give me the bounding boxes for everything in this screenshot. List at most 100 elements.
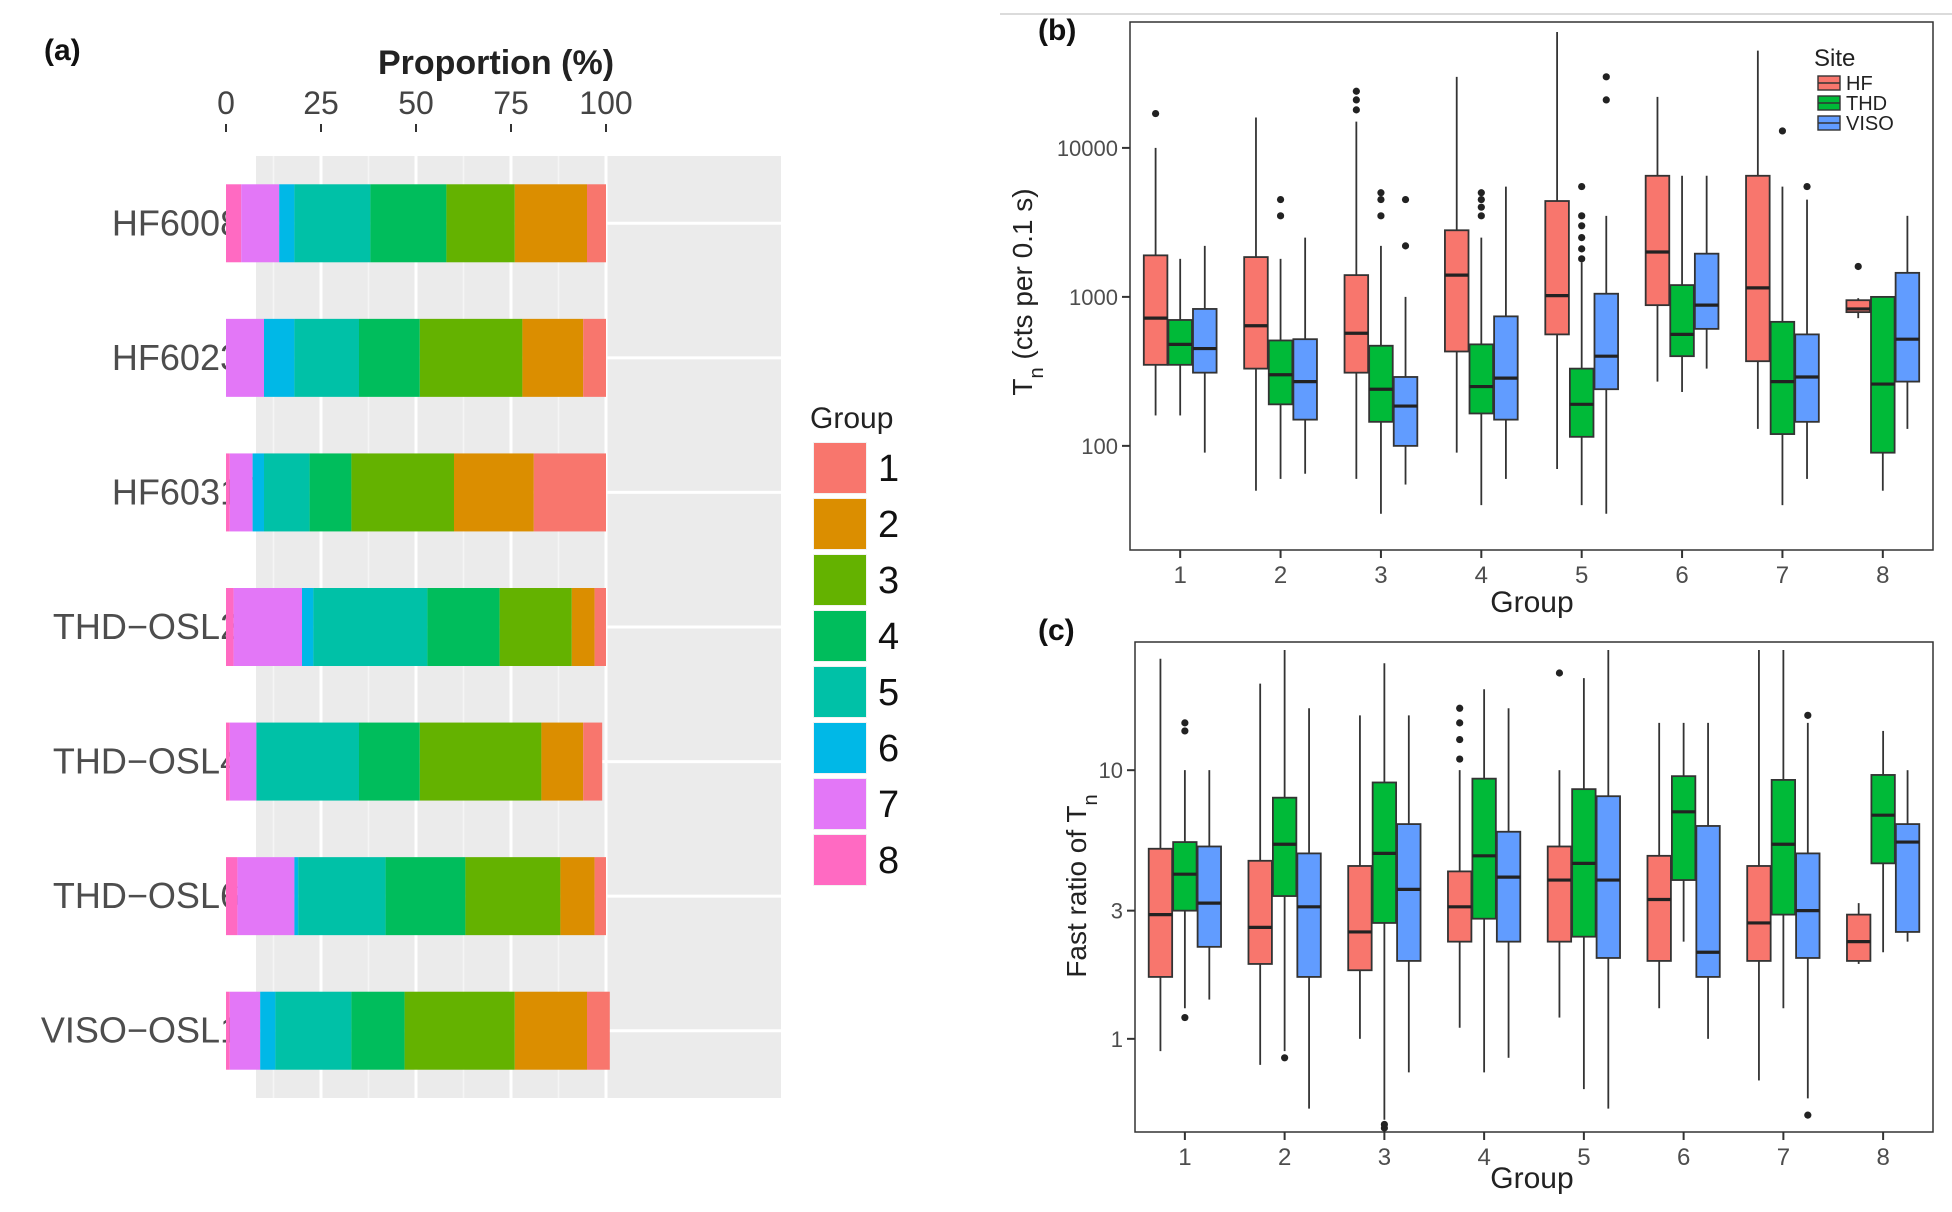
panel-a-legend-label: 5 (878, 672, 899, 714)
box-outlier-point (1456, 755, 1464, 763)
panel-b-box-hf-group-6 (1644, 96, 1671, 382)
panel-a-bar-segment-group-6 (260, 991, 276, 1070)
box-body (1769, 320, 1796, 435)
panel-a-bar-segment-group-3 (419, 722, 542, 801)
box-body (1147, 847, 1174, 978)
panel-c-x-tick-label: 3 (1378, 1144, 1391, 1171)
box-body (1243, 256, 1269, 370)
panel-c-box-viso-group-1 (1196, 770, 1222, 1000)
panel-c-box-hf-group-8 (1846, 903, 1872, 964)
panel-b-box-viso-group-4 (1493, 186, 1519, 479)
panel-c-box-thd-group-1 (1172, 719, 1198, 1022)
panel-b-x-tick-label: 2 (1274, 562, 1287, 589)
panel-b-box-viso-group-2 (1292, 237, 1318, 474)
panel-c-box-viso-group-6 (1695, 722, 1721, 1039)
panel-a-bar-segment-group-5 (294, 318, 359, 397)
box-outlier-point (1380, 1120, 1388, 1129)
panel-a-bar-segment-group-8 (226, 722, 230, 801)
panel-a-legend: Group 1 2 3 4 5 6 7 8 (810, 402, 899, 888)
panel-c-x-tick-label: 6 (1677, 1144, 1690, 1171)
box-outlier-point (1555, 669, 1564, 677)
panel-b: (b) 100 1000 10000 1 2 3 4 5 6 7 8 Group Tn (cts … (1007, 14, 1934, 619)
panel-b-box-thd-group-6 (1669, 175, 1695, 392)
panel-a-bar-segment-group-4 (359, 318, 420, 397)
panel-a-category-label: HF6031 (112, 471, 240, 512)
panel-b-box-hf-group-4 (1444, 76, 1470, 453)
panel-b-y-tick-label: 100 (1081, 434, 1118, 459)
panel-b-x-title: Group (1490, 586, 1573, 619)
panel-c-box-thd-group-5 (1571, 678, 1597, 1090)
panel-a-bar-segment-group-6 (252, 453, 264, 532)
panel-b-legend-label: THD (1846, 93, 1887, 115)
panel-a-bar-segment-group-2 (514, 991, 587, 1070)
panel-a-bar-segment-group-5 (264, 453, 310, 532)
panel-b-x-tick-label: 4 (1475, 562, 1488, 589)
box-outlier-point (1477, 189, 1485, 197)
panel-c-x-tick-label: 2 (1278, 1144, 1291, 1171)
panel-c-y-title: Fast ratio of Tn (1061, 794, 1102, 977)
panel-c: (c) 1 3 10 1 2 3 4 5 6 7 8 Group Fast ratio of Tn (1038, 614, 1934, 1195)
box-body (1267, 339, 1294, 406)
panel-a-category-label: THD−OSL4 (53, 741, 240, 782)
panel-c-box-hf-group-2 (1247, 683, 1273, 1065)
panel-b-legend-label: VISO (1846, 113, 1894, 135)
panel-c-box-viso-group-2 (1296, 708, 1322, 1109)
box-outlier-point (1804, 711, 1812, 719)
box-body (1347, 865, 1373, 972)
panel-a-bar-segment-group-4 (427, 588, 500, 666)
panel-b-y-title: Tn (cts per 0.1 s) (1007, 188, 1048, 395)
panel-a-legend-label: 6 (878, 728, 899, 770)
panel-a-bar-segment-group-7 (229, 453, 253, 532)
panel-c-y-tick-label: 1 (1111, 1027, 1123, 1052)
panel-b-box-viso-group-6 (1693, 175, 1720, 369)
box-outlier-point (1276, 212, 1285, 220)
box-body (1846, 913, 1872, 962)
panel-a-bar-segment-group-7 (233, 588, 302, 666)
panel-a-category-labels: HF6008 HF6023 HF6031 THD−OSL2 THD−OSL4 THD−OS… (41, 202, 256, 1051)
panel-c-boxplots (1147, 650, 1921, 1132)
panel-b-box-viso-group-8 (1894, 215, 1921, 429)
box-outlier-point (1602, 96, 1610, 104)
panel-c-x-title: Group (1490, 1162, 1573, 1195)
box-outlier-point (1352, 87, 1360, 95)
panel-a-legend-label: 4 (878, 616, 899, 658)
panel-a-legend-key-8 (814, 835, 866, 885)
box-body (1392, 376, 1419, 447)
panel-a-x-title: Proportion (%) (378, 44, 614, 82)
box-outlier-point (1181, 727, 1189, 735)
panel-c-box-hf-group-1 (1147, 658, 1174, 1052)
box-outlier-point (1578, 255, 1586, 263)
box-body (1770, 779, 1796, 916)
panel-c-y-tick-label: 3 (1111, 899, 1123, 924)
box-body (1745, 174, 1771, 363)
panel-c-box-viso-group-7 (1795, 711, 1821, 1119)
panel-a-bar-segment-group-2 (522, 318, 584, 397)
box-body (1546, 845, 1573, 943)
panel-a-legend-label: 2 (878, 504, 899, 546)
box-body (1292, 338, 1318, 421)
panel-a-bar-segment-group-3 (351, 453, 454, 532)
panel-b-box-thd-group-8 (1870, 295, 1896, 491)
box-body (1746, 865, 1772, 962)
box-body (1595, 795, 1621, 959)
box-outlier-point (1804, 1111, 1812, 1119)
box-body (1870, 774, 1896, 865)
box-outlier-point (1276, 195, 1285, 204)
panel-b-box-viso-group-3 (1392, 195, 1419, 485)
panel-a-bar-segment-group-2 (560, 857, 595, 936)
box-body (1471, 777, 1497, 920)
panel-a-bar-segment-group-8 (226, 857, 238, 936)
panel-a-legend-key-2 (814, 499, 866, 549)
box-body (1142, 254, 1169, 366)
box-outlier-point (1778, 127, 1787, 135)
panel-b-x-tick-label: 7 (1776, 562, 1789, 589)
box-outlier-point (1181, 719, 1189, 727)
box-body (1894, 271, 1921, 383)
panel-a-bar-segment-group-7 (237, 857, 295, 936)
panel-b-x-tick-label: 3 (1374, 562, 1387, 589)
panel-a-bar-segment-group-7 (229, 722, 257, 801)
box-outlier-point (1401, 242, 1410, 250)
panel-a-legend-title: Group (810, 402, 893, 435)
box-outlier-point (1377, 212, 1385, 220)
panel-b-legend-label: HF (1846, 73, 1873, 95)
